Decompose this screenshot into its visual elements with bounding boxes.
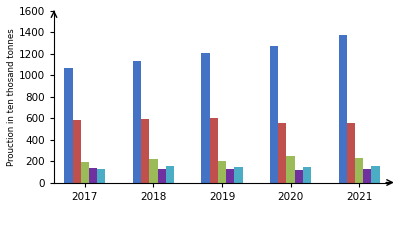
- Bar: [97, 168, 106, 183]
- Bar: [278, 123, 286, 183]
- Y-axis label: Prouction in ten thosand tonnes: Prouction in ten thosand tonnes: [7, 28, 16, 166]
- Bar: [363, 168, 372, 183]
- Bar: [372, 166, 380, 183]
- Bar: [81, 162, 89, 183]
- Bar: [338, 35, 347, 183]
- Bar: [218, 161, 226, 183]
- Bar: [141, 119, 149, 183]
- Bar: [226, 168, 234, 183]
- Bar: [64, 68, 72, 183]
- Bar: [286, 156, 295, 183]
- Bar: [295, 170, 303, 183]
- Bar: [149, 159, 158, 183]
- Bar: [133, 61, 141, 183]
- Bar: [270, 46, 278, 183]
- Bar: [166, 166, 174, 183]
- Bar: [210, 118, 218, 183]
- Bar: [72, 120, 81, 183]
- Bar: [303, 167, 311, 183]
- Bar: [355, 158, 363, 183]
- Bar: [234, 167, 242, 183]
- Bar: [202, 53, 210, 183]
- Bar: [158, 168, 166, 183]
- Bar: [89, 168, 97, 183]
- Bar: [347, 123, 355, 183]
